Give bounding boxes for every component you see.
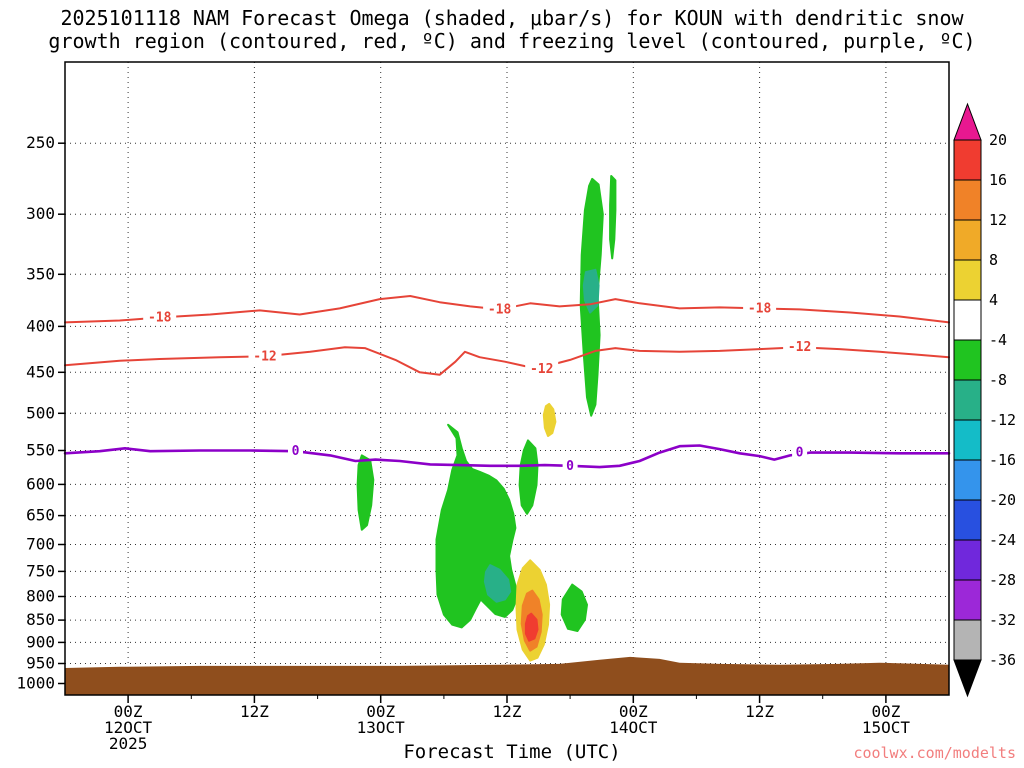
x-axis-tick-label: 12Z: [745, 702, 774, 721]
contour-label: -18: [148, 311, 172, 326]
colorbar-band: [953, 579, 982, 621]
colorbar: 20 16 12 8 4 -4 -8 -12 -16 -20 -24 -28 -32 -36: [953, 102, 1016, 698]
shaded-region: [560, 583, 588, 632]
y-axis-tick-label: 800: [26, 587, 55, 606]
terrain: [65, 656, 949, 695]
contour-label-bg: [562, 457, 578, 473]
contour-label: -18: [748, 301, 772, 316]
colorbar-band: [953, 619, 982, 661]
y-axis-tick-label: 900: [26, 632, 55, 651]
colorbar-tick-label: -24: [989, 531, 1016, 549]
y-axis-tick-label: 400: [26, 316, 55, 335]
y-axis-tick-label: 750: [26, 561, 55, 580]
contour-label-bg: [288, 443, 303, 459]
x-axis-tick-label: 12Z: [493, 702, 522, 721]
colorbar-band: [953, 299, 982, 341]
contour-label: -12: [788, 340, 811, 355]
colorbar-band: [953, 179, 982, 221]
shaded-region: [582, 268, 600, 314]
chart-title: 2025101118 NAM Forecast Omega (shaded, μ…: [0, 7, 1024, 53]
y-axis-tick-label: 650: [26, 506, 55, 525]
x-axis-date-label: 14OCT: [609, 718, 658, 737]
colorbar-over-arrow: [953, 102, 982, 141]
x-axis-tick-label: 00Z: [366, 702, 395, 721]
watermark-link[interactable]: coolwx.com/modelts: [853, 744, 1016, 762]
contour-label-bg: [525, 360, 559, 376]
terrain-fill: [65, 656, 949, 695]
colorbar-tick-label: 12: [989, 211, 1007, 229]
y-axis-tick-label: 700: [26, 535, 55, 554]
contour-label-bg: [783, 339, 817, 355]
x-axis-tick-label: 12Z: [240, 702, 269, 721]
y-axis-tick-label: 500: [26, 403, 55, 422]
colorbar-band: [953, 499, 982, 541]
contour-label: 0: [566, 459, 574, 474]
contour-label: -12: [530, 362, 553, 377]
colorbar-band: [953, 379, 982, 421]
chart-title-line1: 2025101118 NAM Forecast Omega (shaded, μ…: [60, 6, 964, 30]
y-axis-tick-label: 300: [26, 204, 55, 223]
colorbar-tick-label: -28: [989, 571, 1016, 589]
x-axis-tick-label: 00Z: [114, 702, 143, 721]
x-axis-year-label: 2025: [109, 734, 148, 753]
contour-lines: -18 -18 -18 -12 -12 -12 0 0 0: [63, 295, 951, 474]
contour-label-bg: [792, 444, 808, 460]
y-axis-tick-label: 250: [26, 133, 55, 152]
colorbar-tick-label: -32: [989, 611, 1016, 629]
contour-line-0: [63, 444, 951, 469]
y-axis-tick-label: 450: [26, 362, 55, 381]
shaded-region: [609, 175, 617, 260]
shaded-region: [483, 564, 512, 603]
contour-label-bg: [248, 348, 282, 364]
x-axis-tick-label: 00Z: [619, 702, 648, 721]
y-axis-tick-label: 850: [26, 610, 55, 629]
colorbar-band: [953, 219, 982, 261]
contour-label: 0: [796, 446, 804, 461]
colorbar-band: [953, 339, 982, 381]
colorbar-tick-label: -16: [989, 451, 1016, 469]
shaded-region: [524, 612, 539, 642]
colorbar-tick-label: -36: [989, 651, 1016, 669]
contour-label: -12: [253, 349, 276, 364]
colorbar-tick-label: -20: [989, 491, 1016, 509]
contour-label-bg: [743, 300, 777, 316]
y-axis-tick-label: 350: [26, 264, 55, 283]
x-axis-date-label: 15OCT: [862, 718, 911, 737]
colorbar-band: [953, 259, 982, 301]
contour-label-bg: [143, 309, 177, 325]
x-axis-tick-label: 00Z: [871, 702, 900, 721]
contour-line--12: [64, 346, 950, 376]
shaded-region: [542, 402, 557, 437]
x-axis-date-label: 13OCT: [357, 718, 406, 737]
grid: [65, 62, 949, 695]
y-axis-tick-label: 1000: [16, 674, 55, 693]
contour-label-bg: [483, 301, 517, 317]
colorbar-tick-label: 20: [989, 131, 1007, 149]
shaded-omega-regions: [356, 175, 617, 662]
y-axis-tick-label: 950: [26, 654, 55, 673]
shaded-region: [356, 454, 375, 531]
colorbar-band: [953, 139, 982, 181]
contour-label: -18: [488, 302, 512, 317]
contour-label: 0: [292, 444, 300, 459]
shaded-region: [518, 439, 539, 515]
colorbar-tick-label: -8: [989, 371, 1007, 389]
colorbar-band: [953, 459, 982, 501]
axes: 250 300 350 400 450 500 550 600 650 700 750 800 850 9…: [16, 61, 950, 753]
colorbar-tick-label: 16: [989, 171, 1007, 189]
chart-title-line2: growth region (contoured, red, ºC) and f…: [48, 29, 976, 53]
colorbar-tick-label: -4: [989, 331, 1007, 349]
x-axis-label: Forecast Time (UTC): [403, 741, 621, 763]
colorbar-under-arrow: [953, 659, 982, 698]
colorbar-tick-label: -12: [989, 411, 1016, 429]
x-axis-date-label: 12OCT: [104, 718, 153, 737]
y-axis-tick-label: 550: [26, 441, 55, 460]
colorbar-band: [953, 539, 982, 581]
colorbar-tick-label: 8: [989, 251, 998, 269]
y-axis-tick-label: 600: [26, 474, 55, 493]
colorbar-band: [953, 419, 982, 461]
colorbar-tick-label: 4: [989, 291, 998, 309]
